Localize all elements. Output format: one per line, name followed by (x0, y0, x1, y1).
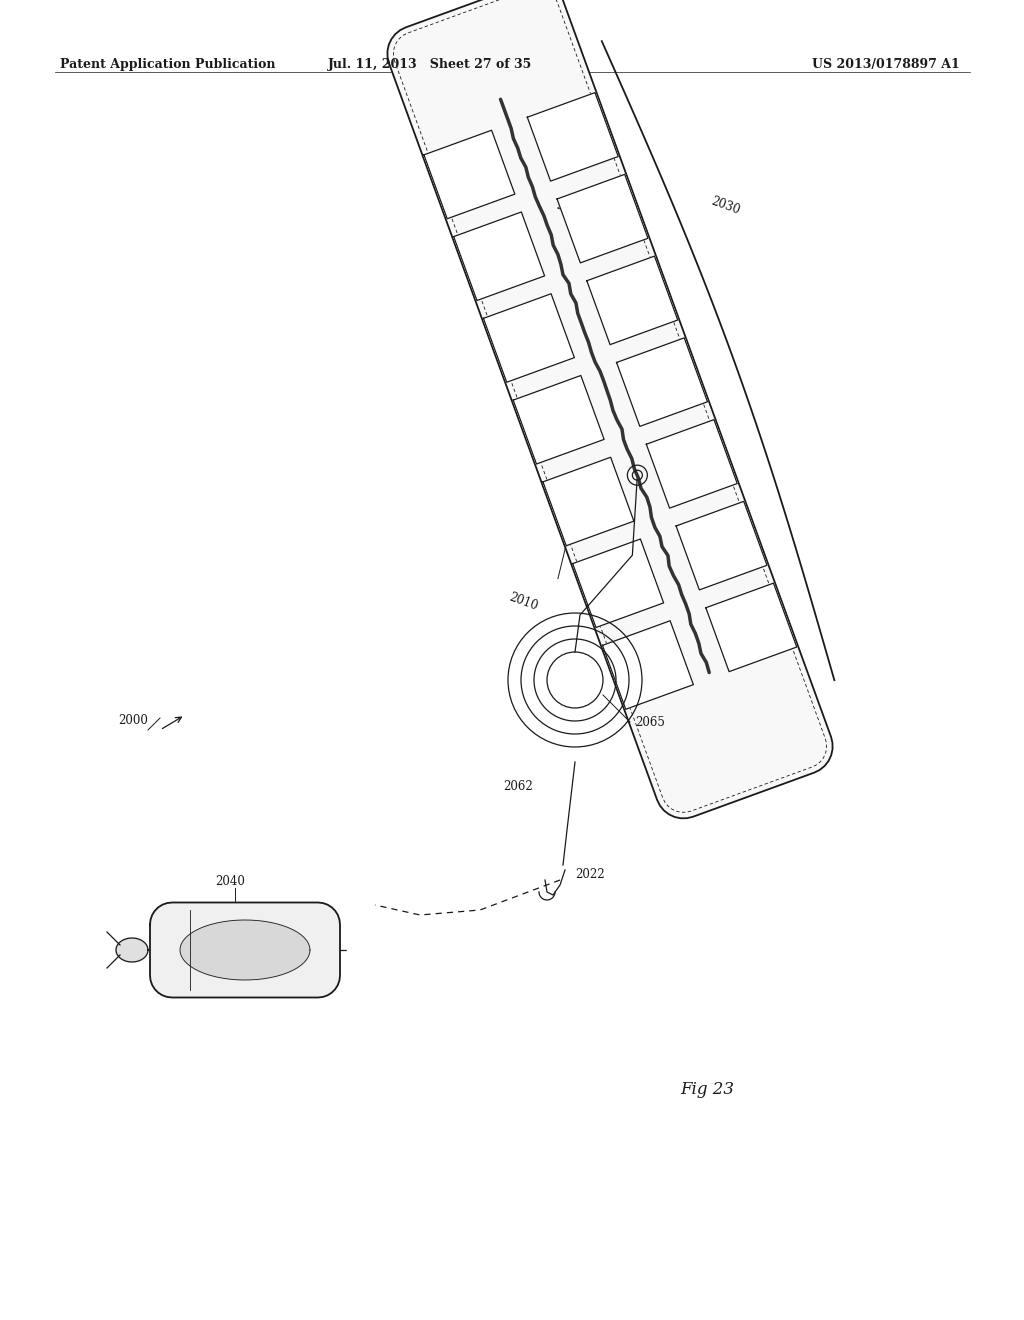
Polygon shape (616, 338, 708, 426)
Text: 2035: 2035 (554, 198, 587, 220)
Text: Patent Application Publication: Patent Application Publication (60, 58, 275, 71)
Polygon shape (150, 903, 340, 998)
Polygon shape (116, 939, 148, 962)
Text: 2030: 2030 (710, 195, 741, 218)
Polygon shape (483, 294, 574, 383)
Polygon shape (572, 539, 664, 627)
Polygon shape (543, 457, 634, 545)
Polygon shape (454, 213, 545, 301)
Polygon shape (706, 583, 797, 672)
Polygon shape (587, 256, 678, 345)
Text: Fig 23: Fig 23 (680, 1081, 734, 1098)
Polygon shape (527, 92, 618, 181)
Text: 2065: 2065 (635, 715, 665, 729)
Polygon shape (646, 420, 737, 508)
Polygon shape (676, 502, 767, 590)
Polygon shape (180, 920, 310, 979)
Polygon shape (513, 375, 604, 465)
Text: 2062: 2062 (503, 780, 534, 793)
Polygon shape (557, 174, 648, 263)
Text: 2040: 2040 (215, 875, 245, 888)
Polygon shape (424, 131, 515, 219)
Text: 2000: 2000 (118, 714, 148, 726)
Text: US 2013/0178897 A1: US 2013/0178897 A1 (812, 58, 961, 71)
Polygon shape (387, 0, 833, 818)
Text: Jul. 11, 2013   Sheet 27 of 35: Jul. 11, 2013 Sheet 27 of 35 (328, 58, 532, 71)
Text: 2022: 2022 (575, 869, 604, 882)
Text: 2010: 2010 (508, 590, 540, 612)
Polygon shape (602, 620, 693, 709)
